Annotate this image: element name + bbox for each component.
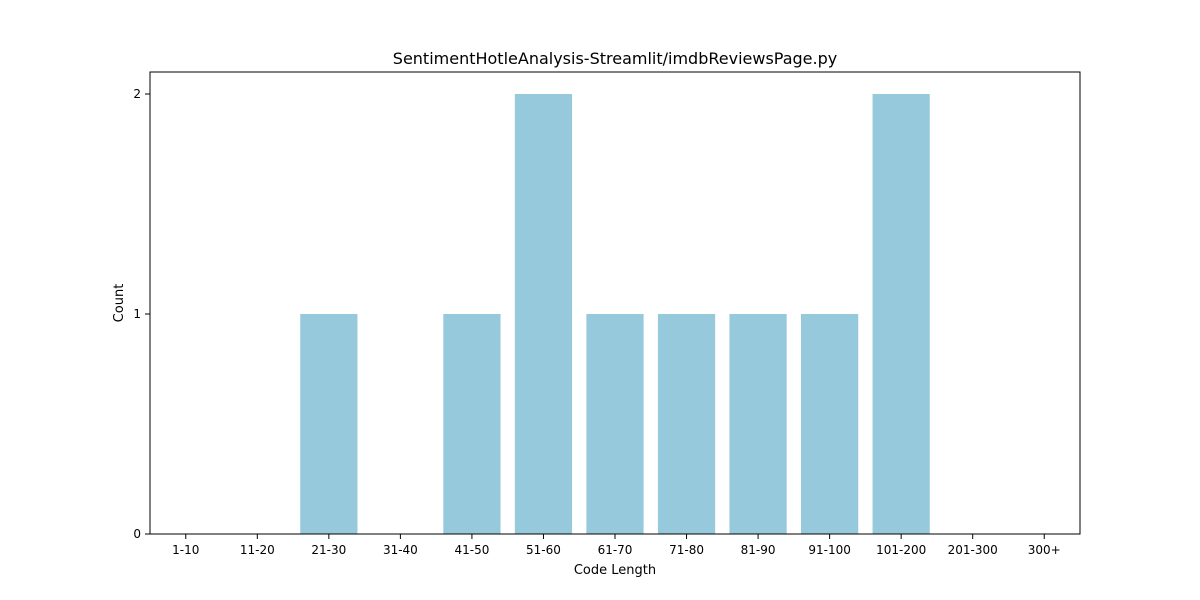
x-tick-label: 61-70: [598, 543, 633, 557]
bar-71-80: [657, 314, 716, 534]
x-tick-label: 101-200: [876, 543, 926, 557]
x-tick-label: 21-30: [311, 543, 346, 557]
x-tick-label: 71-80: [669, 543, 704, 557]
bar-81-90: [729, 314, 787, 534]
y-axis-label: Count: [112, 284, 127, 323]
bar-61-70: [586, 314, 644, 534]
bar-51-60: [514, 94, 573, 534]
bar-101-200: [872, 94, 930, 534]
y-tick-label: 1: [133, 307, 141, 321]
x-tick-label: 31-40: [383, 543, 418, 557]
y-tick-label: 0: [133, 527, 141, 541]
y-tick-label: 2: [133, 87, 141, 101]
bar-21-30: [300, 314, 358, 534]
bar-91-100: [801, 314, 859, 534]
x-tick-label: 300+: [1028, 543, 1061, 557]
x-tick-label: 1-10: [172, 543, 199, 557]
x-tick-label: 81-90: [741, 543, 776, 557]
bars-group: [300, 94, 930, 534]
chart-title: SentimentHotleAnalysis-Streamlit/imdbRev…: [393, 49, 837, 68]
x-tick-label: 11-20: [240, 543, 275, 557]
x-axis-label: Code Length: [574, 563, 656, 578]
x-tick-label: 91-100: [808, 543, 851, 557]
x-tick-label: 41-50: [454, 543, 489, 557]
x-tick-label: 201-300: [948, 543, 998, 557]
x-tick-label: 51-60: [526, 543, 561, 557]
bar-41-50: [443, 314, 501, 534]
y-axis: 0 1 2: [133, 87, 150, 541]
x-axis: 1-10 11-20 21-30 31-40 41-50 51-60 61-70 71-80 8…: [172, 534, 1061, 557]
